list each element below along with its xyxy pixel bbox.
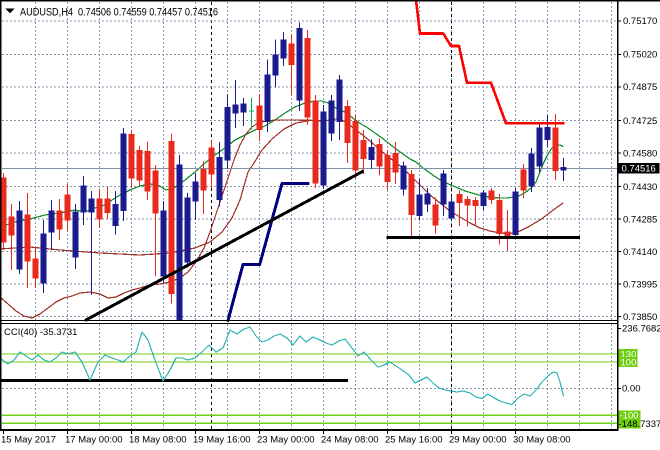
svg-text:19 May 16:00: 19 May 16:00 [193,435,251,446]
svg-text:0.75170: 0.75170 [623,16,657,27]
svg-text:0.74725: 0.74725 [623,116,657,127]
svg-text:30 May 08:00: 30 May 08:00 [513,435,571,446]
svg-text:17 May 00:00: 17 May 00:00 [65,435,123,446]
svg-text:130: 130 [621,349,637,360]
svg-text:CCI(40) -35.3731: CCI(40) -35.3731 [4,327,77,338]
svg-text:0.75020: 0.75020 [623,50,657,61]
svg-text:0.74140: 0.74140 [623,247,657,258]
svg-text:0.73850: 0.73850 [623,312,657,323]
svg-text:0.74580: 0.74580 [623,148,657,159]
svg-text:29 May 00:00: 29 May 00:00 [449,435,507,446]
svg-text:15 May 2017: 15 May 2017 [1,435,56,446]
svg-text:0.00: 0.00 [622,384,641,395]
svg-text:0.73995: 0.73995 [623,279,657,290]
svg-text:-148.7337: -148.7337 [619,419,660,430]
svg-text:18 May 08:00: 18 May 08:00 [129,435,187,446]
svg-text:0.74875: 0.74875 [623,82,657,93]
svg-text:236.7682: 236.7682 [622,324,660,335]
svg-text:24 May 08:00: 24 May 08:00 [321,435,379,446]
svg-text:-100: -100 [620,411,639,422]
svg-text:0.74430: 0.74430 [623,182,657,193]
svg-text:AUDUSD,H4 0.74506 0.74559 0.7: AUDUSD,H4 0.74506 0.74559 0.74457 0.7451… [20,7,218,19]
svg-text:0.74516: 0.74516 [622,163,656,174]
svg-text:23 May 00:00: 23 May 00:00 [257,435,315,446]
svg-text:100: 100 [621,357,637,368]
svg-text:25 May 16:00: 25 May 16:00 [385,435,443,446]
svg-text:0.74285: 0.74285 [623,214,657,225]
